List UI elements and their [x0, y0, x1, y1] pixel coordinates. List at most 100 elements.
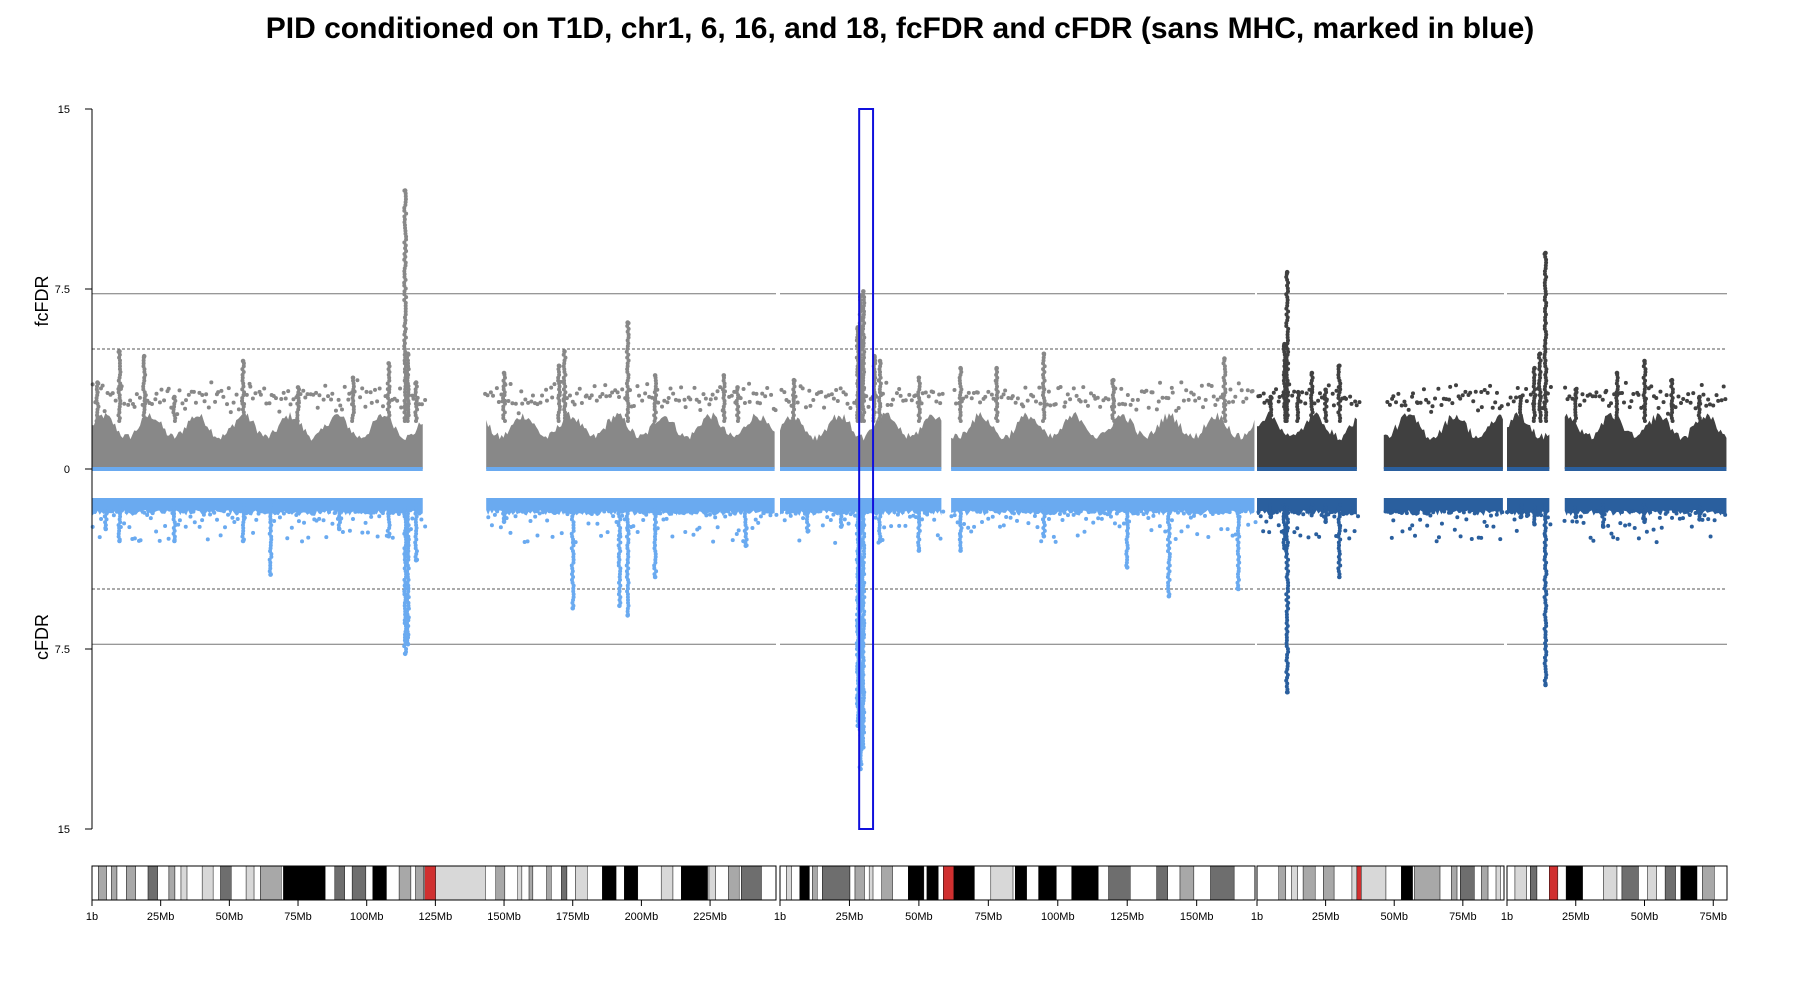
- cfdr-point: [1219, 527, 1224, 532]
- y-tick-label: 0: [64, 464, 70, 476]
- fcfdr-peak-point: [1542, 272, 1547, 277]
- fcfdr-peak-point: [1336, 370, 1341, 375]
- fcfdr-point: [754, 391, 759, 396]
- fcfdr-peak-top: [721, 373, 727, 378]
- ideogram-band: [1481, 865, 1489, 901]
- fcfdr-peak-point: [877, 410, 882, 415]
- fcfdr-point: [513, 401, 518, 406]
- cfdr-point: [1581, 520, 1586, 525]
- fcfdr-peak-point: [557, 407, 562, 412]
- fcfdr-point: [380, 404, 385, 409]
- fcfdr-point: [364, 389, 369, 394]
- fcfdr-point: [999, 395, 1004, 400]
- ideogram-band: [872, 865, 882, 901]
- x-tick-label: 175Mb: [556, 911, 590, 923]
- cfdr-point: [528, 519, 533, 524]
- cfdr-point: [150, 511, 155, 516]
- fcfdr-point: [682, 397, 687, 402]
- cfdr-point: [641, 518, 646, 523]
- cfdr-peak-point: [805, 514, 810, 519]
- cfdr-point: [365, 530, 370, 535]
- cfdr-peak-point: [625, 592, 630, 597]
- fcfdr-peak-point: [1531, 419, 1536, 423]
- cfdr-point: [356, 509, 361, 514]
- cfdr-peak-point: [744, 526, 749, 531]
- cfdr-peak-point: [652, 508, 657, 513]
- cfdr-point: [782, 518, 787, 523]
- cfdr-point: [647, 509, 652, 514]
- fcfdr-point: [1506, 402, 1511, 407]
- y-tick-label: 15: [58, 824, 70, 836]
- cfdr-point: [1413, 533, 1418, 538]
- fcfdr-peak-point: [142, 398, 147, 403]
- x-tick-label: 225Mb: [693, 911, 727, 923]
- fcfdr-peak-point: [1615, 387, 1620, 392]
- fcfdr-point: [645, 382, 650, 387]
- fcfdr-peak-point: [1310, 390, 1315, 395]
- fcfdr-point: [1226, 400, 1231, 405]
- fcfdr-point: [808, 403, 813, 408]
- cfdr-point: [1099, 516, 1104, 521]
- ideogram-band: [157, 865, 170, 901]
- fcfdr-point: [273, 396, 278, 401]
- cfdr-point: [1258, 514, 1263, 519]
- cfdr-peak-point: [406, 600, 411, 605]
- fcfdr-point: [1213, 403, 1218, 408]
- cfdr-point: [680, 509, 685, 514]
- fcfdr-point: [1265, 398, 1270, 403]
- y-tick-label: 7.5: [55, 644, 70, 656]
- cfdr-peak-point: [958, 514, 963, 519]
- fcfdr-point: [419, 402, 424, 407]
- fcfdr-peak-top: [916, 375, 922, 381]
- cfdr-peak-point: [1697, 511, 1702, 516]
- fcfdr-peak-point: [878, 381, 883, 386]
- ideogram-band: [1565, 865, 1583, 901]
- fcfdr-point: [617, 394, 622, 399]
- cfdr-peak-point: [1281, 517, 1286, 522]
- cfdr-point: [1436, 535, 1441, 540]
- cfdr-point: [1253, 520, 1258, 525]
- cfdr-peak-point: [405, 514, 410, 519]
- fcfdr-peak-point: [240, 416, 245, 421]
- ideogram-band: [1233, 865, 1256, 901]
- ideogram-band: [1412, 865, 1415, 901]
- cfdr-point: [1434, 539, 1439, 544]
- fcfdr-peak-point: [415, 395, 420, 400]
- fcfdr-point: [1081, 385, 1086, 390]
- cfdr-peak-point: [652, 566, 657, 571]
- fcfdr-peak-top: [1697, 394, 1702, 400]
- cfdr-peak-point: [402, 589, 407, 594]
- cfdr-point: [1332, 514, 1337, 519]
- cfdr-peak-top: [268, 572, 273, 577]
- cfdr-peak-top: [877, 538, 883, 544]
- fcfdr-point: [1629, 399, 1634, 404]
- cfdr-peak-point: [404, 647, 409, 651]
- ideogram-band: [587, 865, 603, 901]
- cfdr-point: [1629, 509, 1634, 514]
- cfdr-point: [1154, 509, 1159, 514]
- cfdr-point: [730, 538, 735, 543]
- cfdr-point: [1615, 536, 1620, 541]
- fcfdr-point: [843, 392, 848, 397]
- cfdr-peak-point: [625, 583, 630, 588]
- fcfdr-point: [1193, 398, 1198, 403]
- cfdr-peak-point: [653, 526, 658, 531]
- fcfdr-peak-point: [117, 395, 122, 400]
- fcfdr-point: [538, 400, 543, 405]
- fcfdr-peak-point: [141, 387, 146, 392]
- cfdr-peak-point: [616, 520, 621, 525]
- fcfdr-point: [631, 403, 636, 408]
- ideogram-band: [849, 865, 856, 901]
- ideogram-band: [1656, 865, 1666, 901]
- cfdr-point: [562, 509, 567, 514]
- fcfdr-point: [219, 388, 224, 393]
- fcfdr-point: [1292, 389, 1297, 394]
- fcfdr-peak-point: [1544, 303, 1549, 308]
- fcfdr-peak-point: [734, 401, 739, 406]
- ideogram-band: [1530, 865, 1538, 901]
- fcfdr-point: [1353, 399, 1358, 404]
- cfdr-peak-top: [625, 613, 630, 618]
- cfdr-peak-point: [1309, 505, 1314, 510]
- fcfdr-point: [398, 386, 403, 391]
- fcfdr-point: [277, 409, 282, 414]
